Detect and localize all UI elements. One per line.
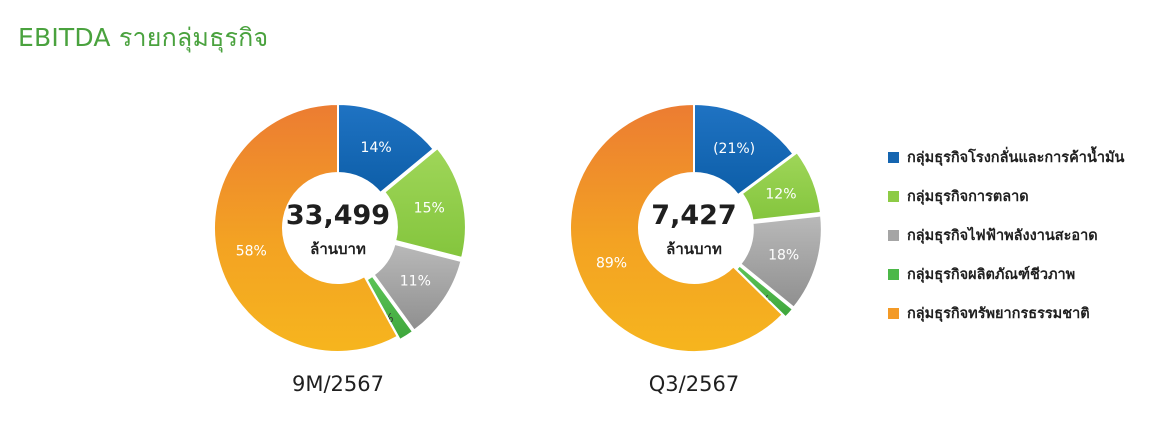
legend-swatch-natural-resources — [888, 307, 899, 319]
slice-marketing-q3-2567 — [740, 150, 823, 222]
legend-label-refinery: กลุ่มธุรกิจโรงกลั่นและการค้าน้ำมัน — [907, 149, 1125, 166]
legend-swatch-bio — [888, 268, 899, 280]
slice-marketing-9m-2567 — [382, 146, 467, 260]
legend-item-refinery: กลุ่มธุรกิจโรงกลั่นและการค้าน้ำมัน — [888, 145, 1124, 169]
period-label-9m-2567: 9M/2567 — [292, 372, 384, 396]
slice-label-refinery-9m-2567: 14% — [361, 140, 392, 156]
legend-item-natural-resources: กลุ่มธุรกิจทรัพยากรธรรมชาติ — [888, 301, 1124, 325]
donut-hole-9m-2567 — [285, 175, 391, 281]
slice-label-marketing-9m-2567: 15% — [414, 201, 445, 217]
slice-label-refinery-q3-2567: (21%) — [713, 141, 755, 157]
donut-hole-q3-2567 — [641, 175, 747, 281]
slice-natural-resources-q3-2567 — [569, 102, 785, 353]
legend-label-natural-resources: กลุ่มธุรกิจทรัพยากรธรรมชาติ — [907, 305, 1090, 322]
slice-label-marketing-q3-2567: 12% — [765, 187, 796, 203]
slice-power-9m-2567 — [372, 242, 463, 332]
center-value-9m-2567: 33,499 — [286, 200, 390, 231]
center-unit-9m-2567: ล้านบาท — [310, 240, 366, 258]
slice-label-power-9m-2567: 11% — [400, 274, 431, 290]
legend-swatch-power — [888, 229, 899, 241]
slice-label-power-q3-2567: 18% — [768, 248, 799, 264]
slice-label-natural-resources-9m-2567: 58% — [236, 243, 267, 259]
center-unit-q3-2567: ล้านบาท — [666, 240, 722, 258]
legend: กลุ่มธุรกิจโรงกลั่นและการค้าน้ำมัน กลุ่ม… — [888, 145, 1124, 340]
period-label-q3-2567: Q3/2567 — [649, 372, 739, 396]
chart-title: EBITDA รายกลุ่มธุรกิจ — [18, 23, 269, 52]
slice-power-q3-2567 — [738, 214, 823, 310]
legend-label-bio: กลุ่มธุรกิจผลิตภัณฑ์ชีวภาพ — [907, 266, 1076, 283]
legend-item-marketing: กลุ่มธุรกิจการตลาด — [888, 184, 1124, 208]
slice-refinery-9m-2567 — [337, 102, 435, 195]
legend-item-power: กลุ่มธุรกิจไฟฟ้าพลังงานสะอาด — [888, 223, 1124, 247]
slice-refinery-q3-2567 — [693, 102, 795, 197]
legend-swatch-refinery — [888, 151, 899, 163]
legend-item-bio: กลุ่มธุรกิจผลิตภัณฑ์ชีวภาพ — [888, 262, 1124, 286]
center-value-q3-2567: 7,427 — [651, 200, 736, 231]
legend-swatch-marketing — [888, 190, 899, 202]
legend-label-marketing: กลุ่มธุรกิจการตลาด — [907, 188, 1029, 205]
slice-label-natural-resources-q3-2567: 89% — [596, 256, 627, 272]
slice-natural-resources-9m-2567 — [213, 102, 400, 353]
legend-label-power: กลุ่มธุรกิจไฟฟ้าพลังงานสะอาด — [907, 227, 1098, 244]
